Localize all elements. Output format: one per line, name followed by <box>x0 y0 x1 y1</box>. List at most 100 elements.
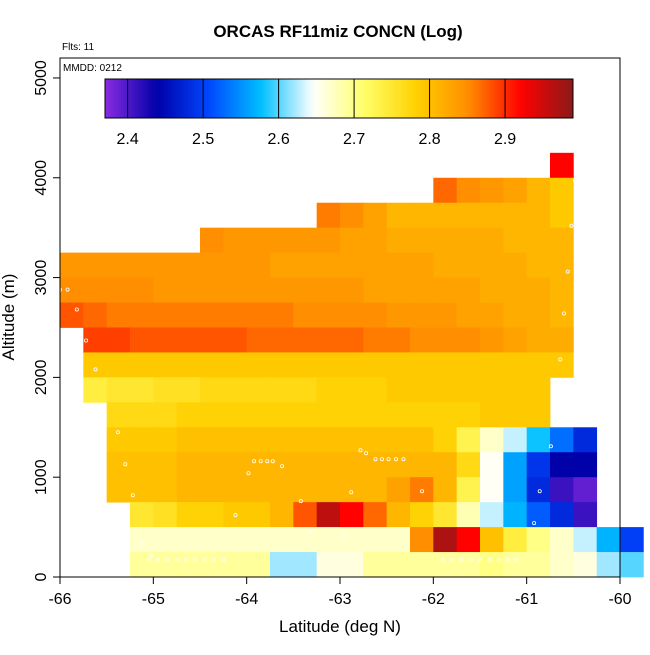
heatmap-cell <box>153 327 178 353</box>
x-tick-label: -60 <box>608 591 631 608</box>
flight-point <box>573 178 578 183</box>
flight-point <box>552 400 557 405</box>
heatmap-cell <box>200 402 224 428</box>
heatmap-cell <box>83 277 108 303</box>
heatmap-cell <box>200 227 224 254</box>
heatmap-cell <box>363 427 388 453</box>
heatmap-cell <box>223 327 248 353</box>
flight-point <box>496 558 501 563</box>
heatmap-cell <box>456 502 481 528</box>
heatmap-cell <box>386 502 411 528</box>
heatmap-cell <box>526 327 551 353</box>
heatmap-cell <box>153 552 178 578</box>
heatmap-cell <box>503 327 528 353</box>
heatmap-cell <box>503 202 528 229</box>
heatmap-cell <box>386 227 411 254</box>
y-axis-label: Altitude (m) <box>0 274 18 361</box>
heatmap-cell <box>410 252 434 278</box>
heatmap-cell <box>433 427 458 453</box>
flight-point <box>115 430 120 435</box>
flight-point <box>468 558 473 563</box>
heatmap-cell <box>340 502 364 528</box>
heatmap-cell <box>130 402 154 428</box>
heatmap-cell <box>246 527 271 553</box>
heatmap-cell <box>340 552 364 578</box>
heatmap-cell <box>386 252 411 278</box>
heatmap-cell <box>480 477 504 503</box>
flight-point <box>373 457 378 462</box>
heatmap-cell <box>246 327 271 353</box>
flight-point <box>155 558 160 563</box>
flight-point <box>202 558 207 563</box>
flight-point <box>440 558 445 563</box>
heatmap-cell <box>270 402 294 428</box>
heatmap-cell <box>270 327 294 353</box>
heatmap-cell <box>270 377 294 403</box>
heatmap-cell <box>293 452 318 478</box>
flight-point <box>280 464 285 469</box>
flight-point <box>349 490 354 495</box>
heatmap-cell <box>503 502 528 528</box>
flight-point <box>258 459 263 464</box>
heatmap-cell <box>316 477 341 503</box>
mmdd-annotation-bg <box>61 59 129 74</box>
heatmap-cell <box>526 227 551 254</box>
heatmap-cell <box>386 352 411 378</box>
heatmap-cell <box>456 327 481 353</box>
heatmap-cell <box>526 202 551 229</box>
heatmap-cell <box>526 177 551 204</box>
colorbar-tick-label: 2.7 <box>343 131 365 148</box>
heatmap-cell <box>340 252 364 278</box>
heatmap-cell <box>503 277 528 303</box>
heatmap-cell <box>386 402 411 428</box>
heatmap-cell <box>200 277 224 303</box>
flight-point <box>183 558 188 563</box>
heatmap-cell <box>433 252 458 278</box>
heatmap-cell <box>456 302 481 328</box>
heatmap-cell <box>503 302 528 328</box>
heatmap-cell <box>550 452 574 478</box>
colorbar-tick-label: 2.9 <box>494 131 516 148</box>
flight-point <box>548 444 553 449</box>
heatmap-cell <box>386 277 411 303</box>
heatmap-cell <box>433 227 458 254</box>
heatmap-cell <box>340 377 364 403</box>
heatmap-cell <box>410 402 434 428</box>
heatmap-cell <box>223 277 248 303</box>
heatmap-cell <box>106 452 131 478</box>
heatmap-cell <box>433 477 458 503</box>
colorbar-gradient <box>104 78 574 119</box>
heatmap-cell <box>106 402 131 428</box>
x-tick-label: -61 <box>515 591 538 608</box>
heatmap-cell <box>130 277 154 303</box>
heatmap-cell <box>550 427 574 453</box>
heatmap-cell <box>130 427 154 453</box>
heatmap-cell <box>410 277 434 303</box>
heatmap-cell <box>596 527 621 553</box>
heatmap-cell <box>200 502 224 528</box>
heatmap-cell <box>456 477 481 503</box>
heatmap-cell <box>106 327 131 353</box>
heatmap-cell <box>153 452 178 478</box>
heatmap-cell <box>386 552 411 578</box>
heatmap-cell <box>410 227 434 254</box>
chart-title: ORCAS RF11miz CONCN (Log) <box>213 22 462 41</box>
heatmap-cell <box>200 302 224 328</box>
heatmap-cell <box>293 327 318 353</box>
heatmap-cell <box>293 552 318 578</box>
heatmap-cell <box>340 302 364 328</box>
heatmap-cell <box>316 327 341 353</box>
flight-point <box>379 457 384 462</box>
flight-point <box>65 287 70 292</box>
heatmap-cell <box>60 277 84 303</box>
heatmap-cell <box>456 377 481 403</box>
heatmap-cell <box>363 452 388 478</box>
heatmap-cell <box>526 552 551 578</box>
x-tick-label: -64 <box>235 591 258 608</box>
flight-point <box>558 357 563 362</box>
heatmap-cell <box>246 427 271 453</box>
y-tick-label: 0 <box>33 572 50 581</box>
heatmap-cell <box>456 427 481 453</box>
heatmap-cell <box>363 352 388 378</box>
heatmap-cell <box>223 477 248 503</box>
